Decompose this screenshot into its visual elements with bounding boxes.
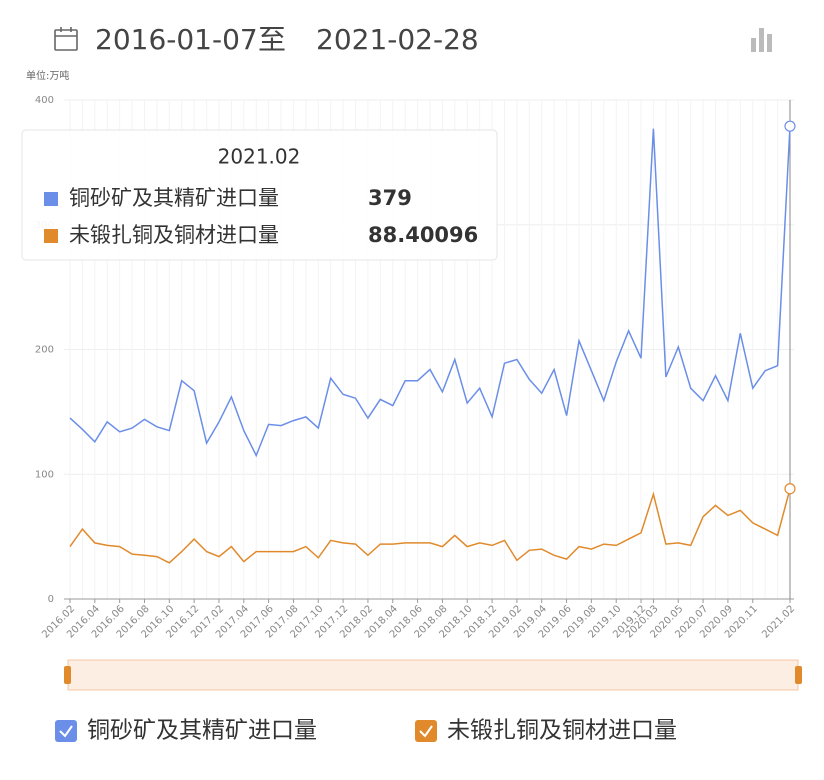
chart-type-icon[interactable] [751, 28, 772, 52]
legend: 铜砂矿及其精矿进口量 未锻扎铜及铜材进口量 [55, 718, 677, 744]
legend-label: 未锻扎铜及铜材进口量 [447, 718, 677, 744]
date-separator: 至 [258, 23, 286, 56]
tooltip-series-name: 未锻扎铜及铜材进口量 [69, 223, 279, 247]
tooltip: 2021.02 铜砂矿及其精矿进口量 379 未锻扎铜及铜材进口量 88.40096 [21, 129, 498, 261]
y-tick-label: 200 [35, 345, 54, 356]
y-tick-label: 100 [35, 469, 54, 480]
legend-check [59, 725, 73, 738]
date-start[interactable]: 2016-01-07 [95, 23, 258, 56]
tooltip-value: 88.40096 [368, 223, 478, 247]
plot [69, 100, 796, 599]
tooltip-title: 2021.02 [218, 145, 301, 169]
legend-label: 铜砂矿及其精矿进口量 [87, 718, 317, 744]
y-tick-label: 0 [48, 594, 54, 605]
series-line [69, 488, 791, 564]
hover-point [784, 120, 796, 132]
legend-checkbox[interactable] [55, 720, 77, 742]
legend-checkbox[interactable] [415, 720, 437, 742]
data-zoom[interactable] [64, 659, 802, 691]
y-tick-label: 400 [35, 95, 54, 106]
x-tick-label: 2021.02 [760, 603, 797, 640]
legend-item[interactable]: 铜砂矿及其精矿进口量 [55, 718, 317, 744]
legend-item[interactable]: 未锻扎铜及铜材进口量 [415, 718, 677, 744]
tooltip-value: 379 [368, 186, 412, 210]
tooltip-swatch [44, 229, 58, 243]
hover-point [784, 483, 796, 495]
tooltip-series-name: 铜砂矿及其精矿进口量 [69, 186, 279, 210]
calendar-icon[interactable] [54, 27, 78, 51]
tooltip-swatch [44, 192, 58, 206]
series-line [69, 126, 791, 458]
unit-label: 单位:万吨 [26, 69, 69, 82]
legend-check [419, 725, 433, 738]
date-end[interactable]: 2021-02-28 [316, 23, 479, 56]
